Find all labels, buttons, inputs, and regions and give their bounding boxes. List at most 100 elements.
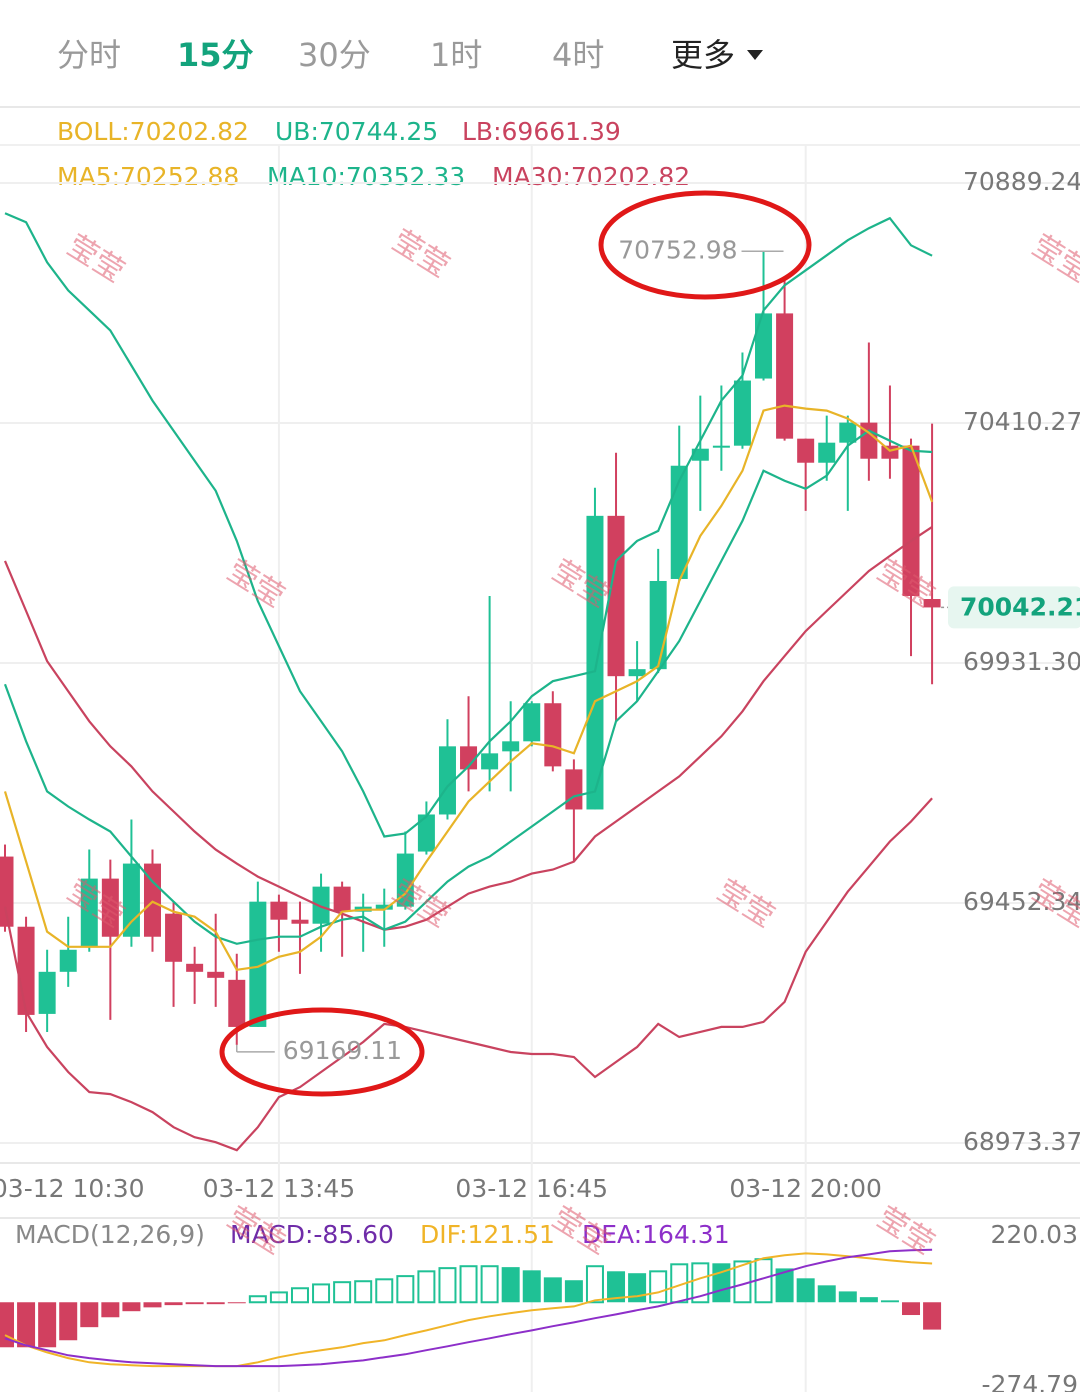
tab[interactable]: 15分 (177, 36, 254, 74)
macd-bar (923, 1302, 942, 1330)
macd-bar (227, 1302, 246, 1304)
indicator-line (3, 404, 934, 971)
candle-body (733, 380, 751, 446)
last-price-label: 70042.21 (960, 592, 1080, 621)
last-price-box (948, 586, 1080, 629)
macd-bar (396, 1275, 415, 1304)
macd-bar (880, 1300, 899, 1303)
highlight-ring (598, 190, 812, 300)
y-tick-label: 70889.24 (963, 167, 1080, 196)
y-tick-label: -274.79 (982, 1370, 1079, 1392)
macd-bar (206, 1302, 225, 1305)
candle-body (649, 580, 667, 670)
macd-bar (796, 1278, 815, 1303)
macd-bar (333, 1281, 352, 1304)
highlight-ring (219, 1007, 425, 1097)
macd-bar (38, 1302, 57, 1348)
indicator-legend: MACD:-85.60 (230, 1220, 394, 1249)
indicator-legend: LB:69661.39 (462, 117, 621, 146)
indicator-legend: MA10:70352.33 (267, 162, 465, 191)
indicator-legend: UB:70744.25 (275, 117, 438, 146)
candle-body (417, 814, 435, 852)
macd-bar (459, 1265, 478, 1304)
candle-body (291, 919, 309, 924)
macd-bar (17, 1302, 36, 1348)
candle-body (143, 863, 161, 937)
macd-bar (838, 1291, 857, 1303)
macd-bar (543, 1277, 562, 1303)
indicator-title: MACD(12,26,9) (15, 1220, 205, 1249)
candle-body (881, 445, 899, 459)
candle-body (691, 448, 709, 461)
macd-bar (628, 1273, 647, 1303)
candle-body (165, 913, 183, 962)
y-tick-label: 220.03 (991, 1220, 1078, 1249)
macd-bar (417, 1270, 436, 1304)
candle-body (523, 703, 541, 742)
indicator-legend: MA5:70252.88 (57, 162, 239, 191)
x-tick-label: 03-12 10:30 (0, 1174, 145, 1203)
candle-body (270, 901, 288, 920)
candle-body (207, 971, 225, 978)
macd-bar (522, 1270, 541, 1303)
macd-bar (0, 1302, 14, 1348)
candle-body (38, 971, 56, 1014)
candle-body (481, 753, 499, 770)
macd-bar (775, 1268, 794, 1303)
macd-bar (80, 1302, 99, 1328)
macd-bar (290, 1287, 309, 1304)
candle-body (17, 926, 35, 1015)
macd-bar (649, 1270, 668, 1304)
tab[interactable]: 30分 (298, 36, 371, 74)
macd-bar (59, 1302, 78, 1341)
tab[interactable]: 分时 (57, 36, 121, 74)
tab[interactable]: 1时 (430, 36, 482, 74)
indicator-legend: BOLL:70202.82 (57, 117, 249, 146)
x-tick-label: 03-12 20:00 (729, 1174, 882, 1203)
candle-body (59, 949, 77, 972)
candle-body (312, 886, 330, 924)
candle-body (565, 769, 583, 810)
macd-bar (691, 1262, 710, 1304)
candle-body (228, 979, 246, 1027)
macd-bar (564, 1280, 583, 1303)
y-tick-label: 68973.37 (963, 1127, 1080, 1156)
candle-body (122, 863, 140, 937)
tab[interactable]: 4时 (552, 36, 604, 74)
candle-body (797, 438, 815, 463)
candle-body (544, 703, 562, 767)
macd-bar (312, 1283, 331, 1304)
y-tick-label: 70410.27 (963, 407, 1080, 436)
macd-bar (101, 1302, 120, 1318)
candle-body (818, 442, 836, 463)
indicator-line (3, 797, 933, 1152)
indicator-line (3, 429, 933, 945)
macd-bar (817, 1285, 836, 1303)
candle-body (712, 445, 730, 448)
candle-body (628, 669, 646, 677)
macd-bar (185, 1302, 204, 1305)
indicator-legend: MA30:70202.82 (492, 162, 690, 191)
tab[interactable]: 更多 (671, 36, 735, 74)
high-label: 70752.98 (618, 235, 737, 264)
macd-bar (164, 1302, 183, 1306)
macd-bar (607, 1271, 626, 1303)
macd-bar (585, 1265, 604, 1304)
candle-body (186, 963, 204, 972)
candle-body (670, 465, 688, 579)
macd-bar (438, 1267, 457, 1304)
candle-body (502, 741, 520, 752)
candle-body (375, 904, 393, 910)
macd-line (4, 1252, 933, 1368)
x-tick-label: 03-12 13:45 (203, 1174, 356, 1203)
candle-body (438, 746, 456, 815)
macd-bar (859, 1297, 878, 1303)
indicator-legend: DIF:121.51 (420, 1220, 555, 1249)
candle-body (80, 878, 98, 947)
macd-line (4, 1248, 933, 1368)
macd-bar (375, 1278, 394, 1304)
candle-body (101, 878, 119, 937)
candle-body (0, 856, 14, 927)
